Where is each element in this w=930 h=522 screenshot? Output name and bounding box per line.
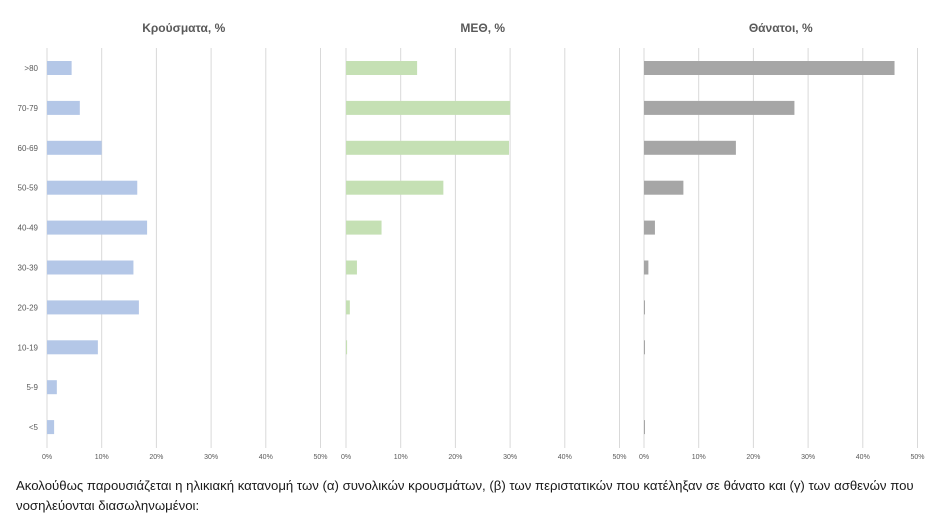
x-tick-label: 0% — [341, 454, 351, 461]
bar->80 — [346, 61, 418, 75]
caption-text: Ακολούθως παρουσιάζεται η ηλικιακή καταν… — [16, 478, 914, 513]
x-tick-label: 50% — [313, 454, 327, 461]
bar-50-59 — [644, 180, 684, 195]
x-tick-label: 0% — [639, 454, 649, 461]
bar-40-49 — [47, 220, 148, 235]
bar-<5 — [47, 420, 55, 435]
bar-40-49 — [346, 220, 382, 235]
panel-title: Κρούσματα, % — [142, 21, 225, 35]
bar-30-39 — [644, 260, 649, 275]
bar-30-39 — [47, 260, 134, 275]
bar-70-79 — [47, 100, 80, 115]
bar-10-19 — [47, 340, 98, 355]
category-label-7: 20-29 — [18, 303, 39, 312]
panel-title: ΜΕΘ, % — [460, 21, 505, 35]
category-label-10: <5 — [29, 423, 39, 432]
panel-1: 0% 10% 20% 30% 40% 50% Κρούσματα, % — [42, 21, 328, 461]
panel-title: Θάνατοι, % — [749, 21, 813, 35]
bar-10-19 — [644, 340, 645, 355]
x-tick-label: 30% — [503, 454, 517, 461]
category-label-4: 50-59 — [18, 184, 39, 193]
bar-50-59 — [346, 180, 444, 195]
category-label-1: >80 — [24, 64, 38, 73]
bar-70-79 — [346, 100, 511, 115]
bar-20-29 — [644, 300, 645, 315]
x-tick-label: 20% — [448, 454, 462, 461]
panel-2: 0% 10% 20% 30% 40% 50% ΜΕΘ, % — [341, 21, 627, 461]
x-tick-label: 10% — [95, 454, 109, 461]
x-tick-label: 40% — [558, 454, 572, 461]
x-tick-label: 10% — [394, 454, 408, 461]
category-label-6: 30-39 — [18, 264, 39, 273]
category-label-9: 5-9 — [26, 383, 38, 392]
bar-30-39 — [346, 260, 357, 275]
panel-3: 0% 10% 20% 30% 40% 50% Θάνατοι, % — [639, 21, 925, 461]
x-tick-label: 0% — [42, 454, 52, 461]
x-tick-label: 50% — [612, 454, 626, 461]
x-tick-label: 10% — [692, 454, 706, 461]
bar-60-69 — [47, 140, 102, 155]
bar-20-29 — [47, 300, 139, 315]
bar->80 — [47, 61, 72, 75]
x-tick-label: 30% — [801, 454, 815, 461]
x-tick-label: 30% — [204, 454, 218, 461]
bar->80 — [644, 61, 895, 75]
bar-5-9 — [47, 380, 57, 395]
category-label-8: 10-19 — [18, 343, 39, 352]
category-label-5: 40-49 — [18, 224, 39, 233]
bar-60-69 — [644, 140, 736, 155]
x-tick-label: 20% — [149, 454, 163, 461]
bar-50-59 — [47, 180, 138, 195]
x-tick-label: 50% — [910, 454, 924, 461]
category-label-2: 70-79 — [18, 104, 39, 113]
bar-20-29 — [346, 300, 350, 315]
x-tick-label: 20% — [746, 454, 760, 461]
bar-70-79 — [644, 100, 795, 115]
category-label-3: 60-69 — [18, 144, 39, 153]
bar-10-19 — [346, 340, 348, 355]
age-distribution-chart: >80 70-79 60-69 50-59 40-49 30-39 20-29 10-19 5-… — [18, 21, 925, 461]
x-tick-label: 40% — [856, 454, 870, 461]
bar-40-49 — [644, 220, 655, 235]
x-tick-label: 40% — [259, 454, 273, 461]
bar-60-69 — [346, 140, 510, 155]
bar-<5 — [644, 420, 645, 435]
